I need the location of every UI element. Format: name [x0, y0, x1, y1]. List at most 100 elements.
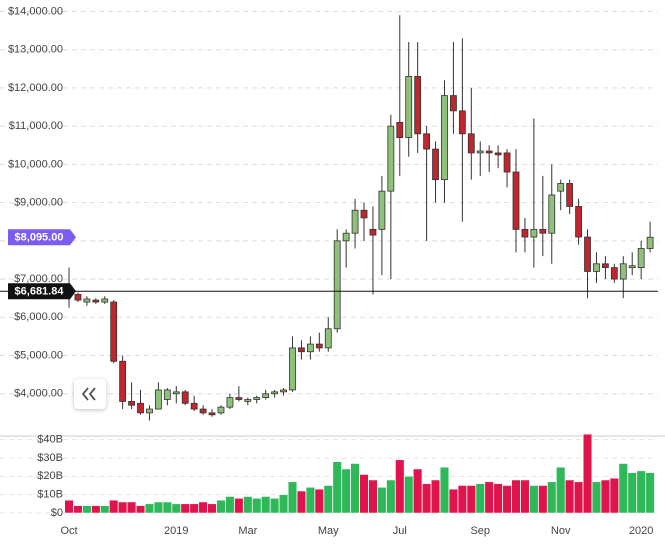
volume-bar — [502, 485, 512, 514]
volume-bar — [279, 494, 289, 514]
volume-bar — [216, 499, 226, 514]
volume-bar — [439, 466, 450, 514]
volume-bar — [270, 498, 280, 514]
volume-bar — [475, 483, 485, 514]
candle-body — [423, 133, 431, 150]
volume-tick-label: $10B — [37, 489, 63, 501]
candle-body — [154, 389, 162, 410]
candle-body — [128, 401, 135, 406]
volume-bar — [377, 487, 387, 514]
volume-bar — [636, 470, 646, 514]
candle-body — [485, 150, 493, 154]
price-tag-label: $8,095.00 — [15, 232, 64, 244]
volume-bar — [457, 485, 467, 514]
candle-body — [333, 240, 341, 330]
chevron-icon — [81, 387, 96, 401]
price-tag — [8, 283, 76, 300]
candle-body — [163, 389, 171, 400]
volume-tick-label: $20B — [37, 470, 63, 482]
x-tick-label: Nov — [551, 525, 571, 537]
volume-bar — [180, 503, 190, 514]
candle-body — [342, 232, 350, 242]
candle-body — [405, 76, 413, 139]
volume-bar — [296, 490, 306, 514]
candle-body — [557, 183, 565, 192]
y-tick-label: $12,000.00 — [8, 82, 63, 94]
volume-bar — [395, 459, 405, 514]
y-tick-label: $7,000.00 — [14, 273, 63, 285]
candle-body — [110, 301, 118, 362]
volume-bar — [234, 498, 244, 514]
x-tick-label: 2019 — [164, 525, 188, 537]
x-tick-label: Oct — [60, 525, 77, 537]
y-tick-label: $5,000.00 — [14, 349, 63, 361]
candle-body — [369, 228, 377, 236]
candle-body — [396, 121, 404, 139]
candle-body — [637, 248, 645, 269]
candle-body — [476, 150, 484, 154]
volume-bar — [162, 501, 172, 514]
volume-bar — [207, 503, 217, 514]
candle-body — [441, 95, 448, 181]
candle-body — [101, 298, 109, 303]
volume-bar — [493, 483, 503, 514]
volume-bar — [171, 503, 181, 514]
volume-bar — [82, 505, 92, 514]
volume-bar — [556, 466, 566, 514]
candle-body — [280, 389, 287, 393]
volume-bar — [368, 479, 378, 514]
scroll-back-button[interactable] — [74, 379, 106, 409]
volume-bar — [109, 499, 119, 514]
x-tick-label: Jul — [393, 525, 407, 537]
volume-bar — [618, 463, 628, 514]
candle-body — [289, 347, 296, 391]
volume-bar — [64, 499, 74, 514]
candle-body — [181, 391, 189, 404]
candle-body — [593, 263, 600, 272]
y-tick-label: $4,000.00 — [14, 388, 63, 400]
candle-body — [539, 228, 547, 234]
candle-body — [610, 267, 618, 280]
candle-body — [494, 152, 502, 156]
y-tick-label: $9,000.00 — [14, 197, 63, 209]
candle-body — [584, 236, 591, 272]
candle-body — [619, 263, 627, 280]
candle-body — [530, 228, 538, 238]
candle-body — [521, 228, 529, 238]
volume-bar — [118, 501, 128, 514]
candle-body — [575, 206, 582, 238]
volume-bar — [600, 479, 610, 514]
candle-body — [548, 194, 556, 234]
candle-body — [199, 408, 207, 414]
candle-body — [253, 397, 261, 400]
candle-body — [306, 343, 314, 353]
candle-body — [74, 293, 82, 301]
candle-body — [467, 133, 475, 154]
volume-bar — [529, 485, 539, 514]
volume-bar — [127, 501, 137, 514]
volume-bar — [153, 501, 163, 514]
candle-body — [351, 209, 359, 234]
volume-bar — [243, 496, 253, 514]
candle-body — [315, 343, 323, 349]
candle-body — [628, 265, 636, 269]
volume-bar — [359, 474, 369, 514]
candle-body — [190, 402, 198, 410]
volume-bar — [350, 463, 360, 514]
candle-body — [458, 110, 466, 135]
volume-bar — [547, 481, 557, 514]
candle-body — [146, 408, 153, 414]
candle-body — [208, 412, 216, 416]
volume-bar — [91, 505, 101, 514]
volume-bar — [422, 483, 432, 514]
volume-bar — [645, 472, 655, 514]
x-tick-label: Sep — [470, 525, 490, 537]
candle-body — [503, 152, 511, 173]
volume-bar — [314, 488, 324, 514]
volume-bar — [189, 503, 199, 514]
price-tag — [8, 229, 76, 246]
volume-bar — [341, 468, 351, 514]
volume-bar — [323, 485, 333, 514]
